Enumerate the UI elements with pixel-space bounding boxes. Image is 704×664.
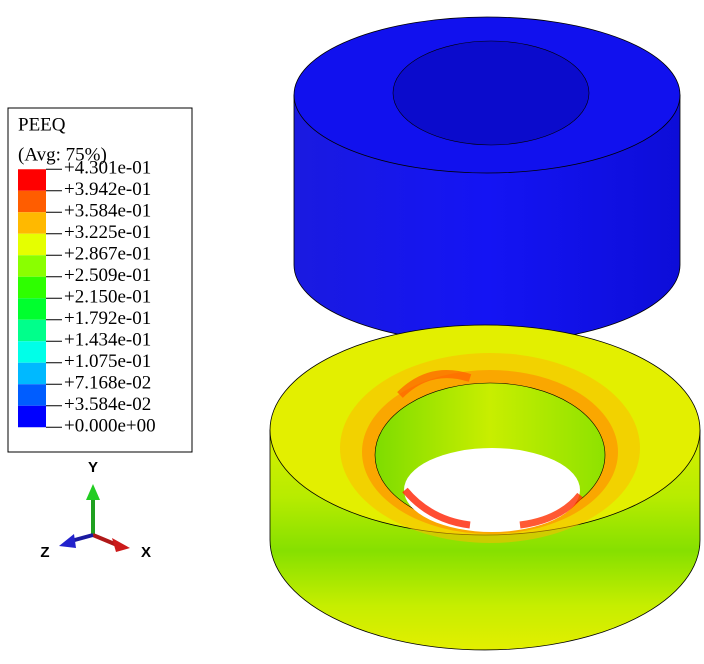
legend-band xyxy=(18,384,46,406)
legend-label: +1.434e-01 xyxy=(64,330,151,351)
legend-label: +2.867e-01 xyxy=(64,244,151,265)
legend-label: +3.584e-01 xyxy=(64,201,151,222)
legend-label: +3.225e-01 xyxy=(64,222,151,243)
legend-label: +3.584e-02 xyxy=(64,394,151,415)
upper-hole xyxy=(393,41,589,145)
axis-triad: Y X Z xyxy=(40,459,151,561)
y-arrowhead xyxy=(86,484,100,500)
legend-title: PEEQ xyxy=(18,114,66,135)
upper-part xyxy=(294,17,680,343)
z-axis-label: Z xyxy=(40,544,49,561)
legend-band xyxy=(18,169,46,191)
legend-label: +3.942e-01 xyxy=(64,179,151,200)
legend-band xyxy=(18,320,46,342)
legend-band xyxy=(18,191,46,213)
legend-band xyxy=(18,363,46,385)
viewport: PEEQ (Avg: 75%) +4.301e-01+3.942e-01+3.5… xyxy=(0,0,704,664)
legend-band xyxy=(18,255,46,277)
y-axis-label: Y xyxy=(88,459,98,476)
legend-band xyxy=(18,234,46,256)
legend-label: +1.792e-01 xyxy=(64,308,151,329)
legend: PEEQ (Avg: 75%) +4.301e-01+3.942e-01+3.5… xyxy=(8,108,192,452)
legend-label: +2.150e-01 xyxy=(64,287,151,308)
x-arrowhead xyxy=(112,538,130,552)
z-arrowhead xyxy=(59,534,76,548)
legend-label: +7.168e-02 xyxy=(64,373,151,394)
legend-label: +4.301e-01 xyxy=(64,158,151,179)
legend-scale: +4.301e-01+3.942e-01+3.584e-01+3.225e-01… xyxy=(18,158,156,437)
legend-band xyxy=(18,406,46,428)
legend-label: +0.000e+00 xyxy=(64,416,156,437)
x-axis-label: X xyxy=(141,544,151,561)
legend-label: +1.075e-01 xyxy=(64,351,151,372)
legend-label: +2.509e-01 xyxy=(64,265,151,286)
legend-band xyxy=(18,341,46,363)
lower-part xyxy=(270,325,700,650)
legend-band xyxy=(18,277,46,299)
legend-band xyxy=(18,298,46,320)
legend-band xyxy=(18,212,46,234)
